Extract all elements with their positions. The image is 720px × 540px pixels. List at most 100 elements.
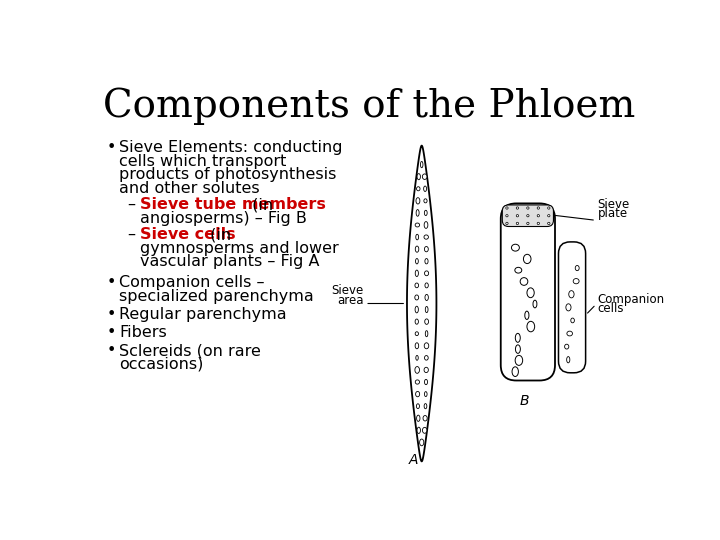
Ellipse shape	[527, 214, 529, 217]
Ellipse shape	[520, 278, 528, 285]
Text: Companion cells –: Companion cells –	[120, 275, 265, 291]
Text: Components of the Phloem: Components of the Phloem	[103, 88, 635, 125]
Ellipse shape	[425, 380, 428, 384]
Ellipse shape	[505, 207, 508, 209]
Text: Sieve cells: Sieve cells	[140, 227, 236, 242]
Text: (in: (in	[248, 197, 274, 212]
Ellipse shape	[425, 283, 428, 288]
Ellipse shape	[516, 222, 518, 225]
Ellipse shape	[423, 415, 427, 421]
Text: Sclereids (on rare: Sclereids (on rare	[120, 343, 261, 358]
Text: vascular plants – Fig A: vascular plants – Fig A	[140, 254, 320, 269]
Ellipse shape	[424, 343, 429, 349]
Ellipse shape	[423, 427, 427, 433]
Ellipse shape	[415, 343, 419, 349]
Text: products of photosynthesis: products of photosynthesis	[120, 167, 337, 182]
Ellipse shape	[527, 321, 535, 332]
Text: specialized parenchyma: specialized parenchyma	[120, 289, 314, 304]
Ellipse shape	[425, 392, 427, 396]
Text: area: area	[337, 294, 364, 307]
Ellipse shape	[515, 267, 522, 273]
Ellipse shape	[533, 300, 537, 308]
Ellipse shape	[537, 207, 539, 209]
Ellipse shape	[515, 355, 523, 366]
FancyBboxPatch shape	[559, 242, 585, 373]
Text: Fibers: Fibers	[120, 325, 167, 340]
Ellipse shape	[548, 214, 550, 217]
Ellipse shape	[420, 439, 424, 446]
Ellipse shape	[416, 210, 419, 216]
Ellipse shape	[527, 222, 529, 225]
Ellipse shape	[566, 304, 571, 311]
Ellipse shape	[567, 356, 570, 363]
Ellipse shape	[425, 294, 428, 300]
Ellipse shape	[516, 333, 521, 342]
Text: •: •	[107, 275, 117, 291]
Ellipse shape	[416, 198, 420, 204]
Ellipse shape	[525, 311, 529, 320]
Ellipse shape	[548, 207, 550, 209]
Ellipse shape	[415, 283, 418, 288]
Ellipse shape	[516, 207, 518, 209]
Ellipse shape	[537, 214, 539, 217]
Ellipse shape	[511, 244, 519, 251]
Text: B: B	[519, 394, 528, 408]
Text: gymnosperms and lower: gymnosperms and lower	[140, 241, 339, 256]
Ellipse shape	[548, 222, 550, 225]
Ellipse shape	[415, 295, 418, 300]
Ellipse shape	[425, 355, 428, 360]
Text: cells: cells	[598, 302, 624, 315]
Ellipse shape	[415, 259, 418, 264]
Ellipse shape	[415, 332, 418, 336]
Ellipse shape	[417, 415, 420, 421]
Ellipse shape	[417, 187, 420, 191]
Ellipse shape	[523, 254, 531, 264]
Ellipse shape	[417, 427, 420, 434]
Ellipse shape	[415, 306, 418, 313]
Text: –: –	[127, 197, 135, 212]
Text: •: •	[107, 325, 117, 340]
Text: A: A	[409, 453, 419, 467]
Ellipse shape	[527, 207, 529, 209]
FancyBboxPatch shape	[500, 204, 555, 381]
Ellipse shape	[512, 367, 518, 376]
Ellipse shape	[415, 319, 418, 324]
Ellipse shape	[420, 161, 423, 168]
Ellipse shape	[573, 279, 579, 284]
Ellipse shape	[425, 319, 428, 325]
Text: occasions): occasions)	[120, 356, 204, 372]
Ellipse shape	[415, 223, 420, 227]
Text: –: –	[127, 227, 135, 242]
Ellipse shape	[571, 318, 575, 323]
Ellipse shape	[527, 288, 534, 298]
Ellipse shape	[425, 271, 428, 276]
Ellipse shape	[424, 221, 428, 228]
Text: Sieve Elements: conducting: Sieve Elements: conducting	[120, 140, 343, 156]
Text: plate: plate	[598, 207, 628, 220]
Text: (in: (in	[205, 227, 232, 242]
Ellipse shape	[416, 404, 420, 409]
Ellipse shape	[426, 307, 428, 313]
Ellipse shape	[415, 270, 418, 276]
Ellipse shape	[426, 330, 428, 337]
Ellipse shape	[423, 174, 427, 179]
Text: Companion: Companion	[598, 293, 665, 306]
Ellipse shape	[415, 392, 420, 397]
Ellipse shape	[564, 344, 569, 349]
Ellipse shape	[505, 214, 508, 217]
Text: Sieve: Sieve	[598, 198, 630, 211]
Ellipse shape	[424, 246, 428, 252]
Ellipse shape	[424, 367, 428, 373]
Ellipse shape	[424, 235, 428, 239]
Ellipse shape	[415, 246, 419, 252]
Ellipse shape	[567, 331, 572, 336]
Text: •: •	[107, 343, 117, 358]
Text: Sieve tube members: Sieve tube members	[140, 197, 326, 212]
Ellipse shape	[505, 222, 508, 225]
Text: Sieve: Sieve	[331, 285, 364, 298]
Ellipse shape	[569, 291, 574, 298]
Ellipse shape	[415, 380, 420, 384]
Ellipse shape	[424, 210, 427, 215]
Ellipse shape	[416, 355, 418, 360]
Text: •: •	[107, 307, 117, 322]
